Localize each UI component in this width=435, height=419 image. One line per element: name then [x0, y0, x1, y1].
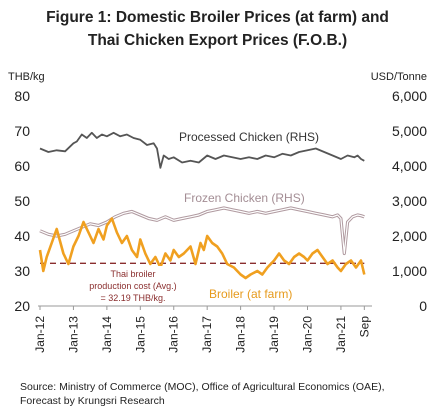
- line-chart: THB/kg USD/Tonne 20 30 40 50 60 70 80 0 1,000 2,…: [8, 71, 427, 353]
- x-tick-label: Jan-14: [100, 316, 114, 353]
- source-line-1: Source: Ministry of Commerce (MOC), Offi…: [20, 381, 385, 393]
- left-tick-label: 40: [14, 228, 30, 244]
- right-tick-label: 5,000: [392, 123, 427, 139]
- right-tick-label: 4,000: [392, 158, 427, 174]
- x-tick-label: Jan-18: [234, 316, 248, 353]
- series-layer: [38, 131, 366, 280]
- right-tick-label: 0: [419, 298, 427, 314]
- cost-label-line-1: Thai broiler: [110, 269, 155, 279]
- left-tick-label: 60: [14, 158, 30, 174]
- left-axis-unit: THB/kg: [8, 71, 45, 83]
- right-axis-unit: USD/Tonne: [371, 71, 427, 83]
- left-axis-ticks: 20 30 40 50 60 70 80: [14, 88, 30, 314]
- x-tick-label: Jan-17: [200, 316, 214, 353]
- figure-title-line-1: Figure 1: Domestic Broiler Prices (at fa…: [46, 9, 389, 26]
- figure-title: Figure 1: Domestic Broiler Prices (at fa…: [0, 6, 435, 52]
- cost-label-line-3: = 32.19 THB/kg.: [100, 293, 165, 303]
- left-tick-label: 50: [14, 193, 30, 209]
- source-note: Source: Ministry of Commerce (MOC), Offi…: [20, 380, 384, 408]
- left-tick-label: 20: [14, 298, 30, 314]
- figure-title-line-2: Thai Chicken Export Prices (F.O.B.): [87, 32, 348, 49]
- right-tick-label: 2,000: [392, 228, 427, 244]
- x-tick-label: Jan-21: [334, 316, 348, 353]
- x-tick-label: Jan-12: [33, 316, 47, 353]
- processed-chicken-label: Processed Chicken (RHS): [179, 130, 319, 144]
- source-line-2: Forecast by Krungsri Research: [20, 395, 165, 407]
- series-frozen-chicken-rhs-core: [39, 207, 365, 255]
- cost-label-line-2: production cost (Avg.): [89, 281, 176, 291]
- left-tick-label: 80: [14, 88, 30, 104]
- x-tick-label: Jan-15: [133, 316, 147, 353]
- x-tick-label: Sep: [357, 316, 371, 338]
- x-tick-label: Jan-20: [300, 316, 314, 353]
- cost-label-background: [80, 266, 188, 304]
- right-tick-label: 3,000: [392, 193, 427, 209]
- right-tick-label: 1,000: [392, 263, 427, 279]
- frozen-chicken-label: Frozen Chicken (RHS): [184, 191, 305, 205]
- x-tick-label: Jan-13: [66, 316, 80, 353]
- x-axis-ticks: Jan-12 Jan-13 Jan-14 Jan-15 Jan-16 Jan-17 Jan-…: [33, 306, 371, 353]
- broiler-label: Broiler (at farm): [209, 287, 292, 301]
- series-broiler-at-farm: [38, 217, 366, 280]
- right-tick-label: 6,000: [392, 88, 427, 104]
- left-tick-label: 70: [14, 123, 30, 139]
- left-tick-label: 30: [14, 263, 30, 279]
- right-axis-ticks: 0 1,000 2,000 3,000 4,000 5,000 6,000: [392, 88, 427, 314]
- x-tick-label: Jan-16: [167, 316, 181, 353]
- series-processed-chicken-rhs: [39, 131, 365, 169]
- x-tick-label: Jan-19: [267, 316, 281, 353]
